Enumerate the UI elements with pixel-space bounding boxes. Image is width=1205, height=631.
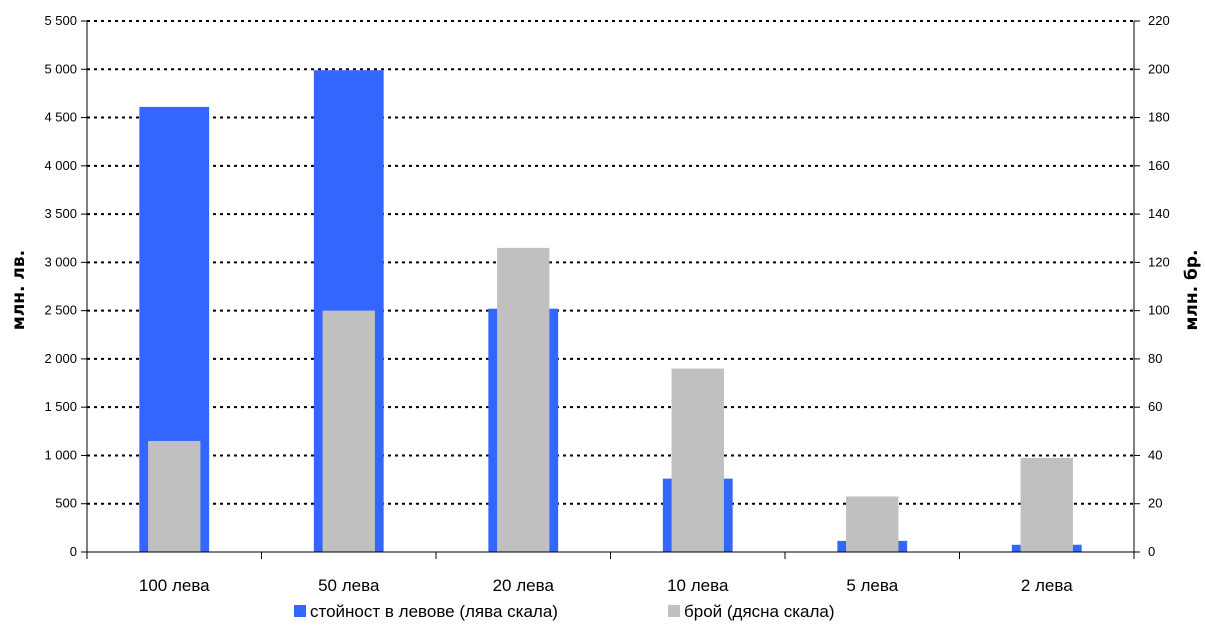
legend-swatch-count <box>668 605 680 617</box>
left-tick-label: 5 000 <box>44 61 77 76</box>
legend-swatch-value <box>294 605 306 617</box>
right-tick-label: 0 <box>1148 544 1155 559</box>
bar-count-right <box>846 496 899 552</box>
right-tick-label: 20 <box>1148 496 1162 511</box>
left-tick-label: 3 000 <box>44 254 77 269</box>
category-label: 100 лева <box>139 576 210 595</box>
legend-label-count: брой (дясна скала) <box>684 602 835 621</box>
left-tick-label: 500 <box>55 496 77 511</box>
right-tick-label: 160 <box>1148 158 1170 173</box>
right-tick-label: 120 <box>1148 254 1170 269</box>
bar-count-right <box>671 368 724 552</box>
bar-count-right <box>497 247 550 552</box>
bar-count-right <box>1020 457 1073 552</box>
legend: стойност в левове (лява скала) брой (дясн… <box>294 602 835 621</box>
category-label: 5 лева <box>846 576 898 595</box>
right-tick-label: 40 <box>1148 447 1162 462</box>
left-tick-label: 4 000 <box>44 158 77 173</box>
right-tick-label: 100 <box>1148 303 1170 318</box>
tick-labels: 0 500 1 000 1 500 2 000 2 500 3 000 3 500 4 000 4… <box>44 13 1169 559</box>
right-tick-label: 180 <box>1148 110 1170 125</box>
legend-label-value: стойност в левове (лява скала) <box>310 602 558 621</box>
axes <box>81 20 1140 559</box>
category-label: 10 лева <box>667 576 729 595</box>
right-tick-label: 60 <box>1148 399 1162 414</box>
bar-count-right <box>322 310 375 552</box>
right-axis-title: млн. бр. <box>1182 250 1202 331</box>
gridlines <box>87 20 1134 505</box>
left-tick-label: 3 500 <box>44 206 77 221</box>
right-tick-label: 140 <box>1148 206 1170 221</box>
category-labels: 100 лева 50 лева 20 лева 10 лева 5 лева 2 лев… <box>139 576 1073 595</box>
right-tick-label: 200 <box>1148 61 1170 76</box>
bars <box>139 70 1082 553</box>
left-axis-title: млн. лв. <box>9 250 29 330</box>
category-label: 20 лева <box>493 576 555 595</box>
left-tick-label: 2 000 <box>44 351 77 366</box>
left-tick-label: 0 <box>70 544 77 559</box>
left-tick-label: 4 500 <box>44 110 77 125</box>
right-tick-label: 220 <box>1148 13 1170 28</box>
left-tick-label: 1 500 <box>44 399 77 414</box>
left-tick-label: 1 000 <box>44 447 77 462</box>
left-tick-label: 5 500 <box>44 13 77 28</box>
category-label: 2 лева <box>1021 576 1073 595</box>
bar-count-right <box>148 440 201 552</box>
category-label: 50 лева <box>318 576 380 595</box>
right-tick-label: 80 <box>1148 351 1162 366</box>
left-tick-label: 2 500 <box>44 303 77 318</box>
